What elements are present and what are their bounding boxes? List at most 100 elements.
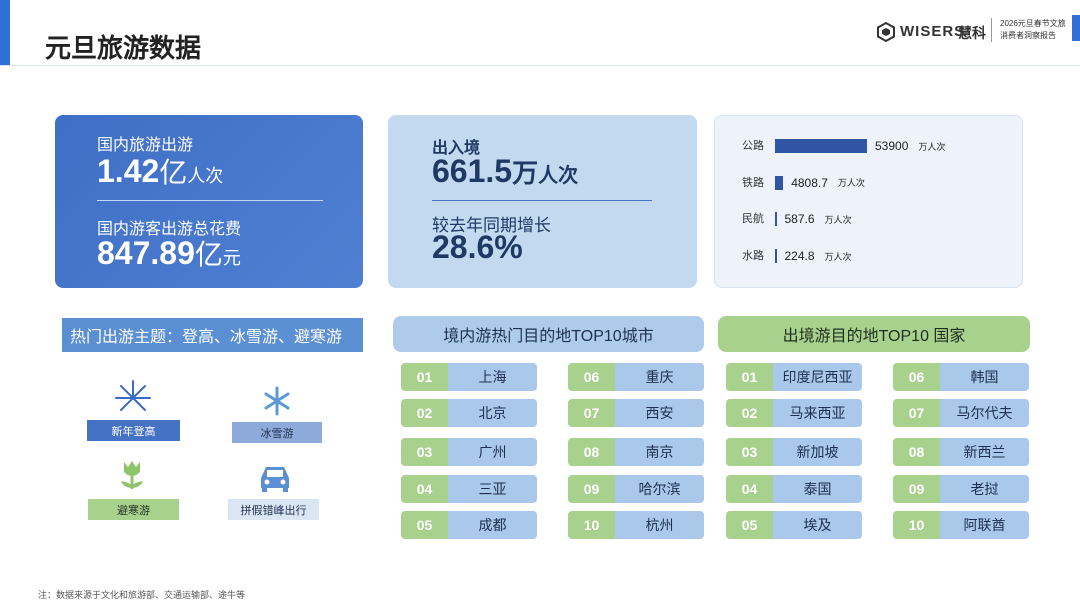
bar-value: 53900 [875, 139, 909, 153]
logo-cn: 慧科 [958, 25, 986, 41]
rank: 09 [893, 475, 940, 503]
rank: 03 [726, 438, 773, 466]
value: 661.5万人次 [432, 153, 578, 190]
destination: 北京 [448, 399, 537, 427]
destination: 新西兰 [940, 438, 1029, 466]
bar-unit: 万人次 [824, 214, 852, 225]
rank: 06 [568, 363, 615, 391]
logo: WISERS [900, 23, 966, 40]
bar-unit: 万人次 [837, 178, 865, 189]
bar [775, 139, 867, 153]
bar-value: 4808.7 [791, 175, 828, 190]
report-name: 消费者洞察报告 [1000, 31, 1056, 40]
bar [775, 175, 784, 190]
list-row: 06 韩国 [893, 363, 1029, 391]
unit: 人次 [538, 165, 579, 187]
label: 较去年同期增长 [432, 216, 551, 235]
label: 国内旅游出游 [97, 137, 194, 154]
mode-label: 民航 [742, 213, 764, 226]
theme-tag: 冰雪游 [232, 422, 322, 443]
crossborder-card: 出入境 661.5万人次 较去年同期增长 28.6% [388, 115, 697, 288]
list-row: 03 新加坡 [726, 438, 862, 466]
rank: 07 [893, 399, 940, 427]
logo-icon [877, 22, 895, 42]
rank: 09 [568, 475, 615, 503]
rank: 02 [401, 399, 448, 427]
bar-unit: 万人次 [918, 141, 946, 152]
rank: 05 [401, 511, 448, 539]
list-row: 08 新西兰 [893, 438, 1029, 466]
list-header: 境内游热门目的地TOP10城市 [393, 316, 704, 352]
destination: 韩国 [940, 363, 1029, 391]
unit: 元 [222, 248, 241, 268]
rank: 04 [726, 475, 773, 503]
rank: 07 [568, 399, 615, 427]
destination: 广州 [448, 438, 537, 466]
snowflake-icon [264, 386, 290, 416]
divider [432, 200, 652, 201]
tulip-icon [121, 461, 143, 489]
list-row: 10 杭州 [568, 511, 704, 539]
rank: 10 [568, 511, 615, 539]
list-row: 09 老挝 [893, 475, 1029, 503]
rank: 06 [893, 363, 940, 391]
bar-row: 224.8 万人次 [775, 246, 852, 266]
unit: 亿 [159, 157, 188, 188]
destination: 马尔代夫 [940, 399, 1029, 427]
theme-tag: 新年登高 [87, 420, 180, 441]
bar [775, 212, 777, 227]
transport-card: 公路 53900 万人次 铁路 4808.7 万人次 民航 587.6 万人次 水路 224.8 万人… [714, 115, 1023, 288]
destination: 上海 [448, 363, 537, 391]
rank: 05 [726, 511, 773, 539]
destination: 老挝 [940, 475, 1029, 503]
bar-row: 587.6 万人次 [775, 209, 852, 229]
list-row: 02 马来西亚 [726, 399, 862, 427]
destination: 三亚 [448, 475, 537, 503]
mode-label: 水路 [742, 250, 764, 263]
list-row: 03 广州 [401, 438, 537, 466]
accent-bar [0, 0, 10, 65]
number: 847.89 [97, 235, 195, 271]
mode-label: 公路 [742, 140, 764, 152]
divider [97, 200, 323, 201]
list-row: 05 成都 [401, 511, 537, 539]
value: 1.42亿人次 [97, 151, 223, 191]
unit: 人次 [187, 166, 224, 186]
destination: 南京 [615, 438, 704, 466]
unit: 亿 [194, 239, 223, 270]
list-row: 07 马尔代夫 [893, 399, 1029, 427]
destination: 阿联酋 [940, 511, 1029, 539]
destination: 西安 [615, 399, 704, 427]
list-row: 05 埃及 [726, 511, 862, 539]
header-line [0, 65, 1080, 66]
destination: 泰国 [773, 475, 862, 503]
rank: 01 [401, 363, 448, 391]
fireworks-icon [115, 380, 151, 411]
list-row: 09 哈尔滨 [568, 475, 704, 503]
list-row: 06 重庆 [568, 363, 704, 391]
rank: 04 [401, 475, 448, 503]
theme-tag: 拼假错峰出行 [228, 499, 319, 520]
bar [775, 249, 777, 264]
list-header: 出境游目的地TOP10 国家 [718, 316, 1030, 352]
rank: 08 [893, 438, 940, 466]
rank: 01 [726, 363, 773, 391]
unit: 万 [512, 158, 539, 188]
value: 847.89亿元 [97, 233, 241, 273]
mode-label: 铁路 [742, 176, 764, 189]
list-row: 04 泰国 [726, 475, 862, 503]
destination: 哈尔滨 [615, 475, 704, 503]
domestic-card: 国内旅游出游 1.42亿人次 国内游客出游总花费 847.89亿元 [55, 115, 363, 288]
number: 1.42 [97, 153, 160, 189]
rank: 02 [726, 399, 773, 427]
destination: 印度尼西亚 [773, 363, 862, 391]
rank: 10 [893, 511, 940, 539]
destination: 马来西亚 [773, 399, 862, 427]
list-row: 04 三亚 [401, 475, 537, 503]
label: 国内游客出游总花费 [97, 221, 242, 238]
bar-unit: 万人次 [824, 251, 852, 262]
theme-tag: 避寒游 [88, 499, 179, 520]
list-row: 08 南京 [568, 438, 704, 466]
footnote: 注：数据来源于文化和旅游部、交通运输部、途牛等 [38, 590, 246, 600]
